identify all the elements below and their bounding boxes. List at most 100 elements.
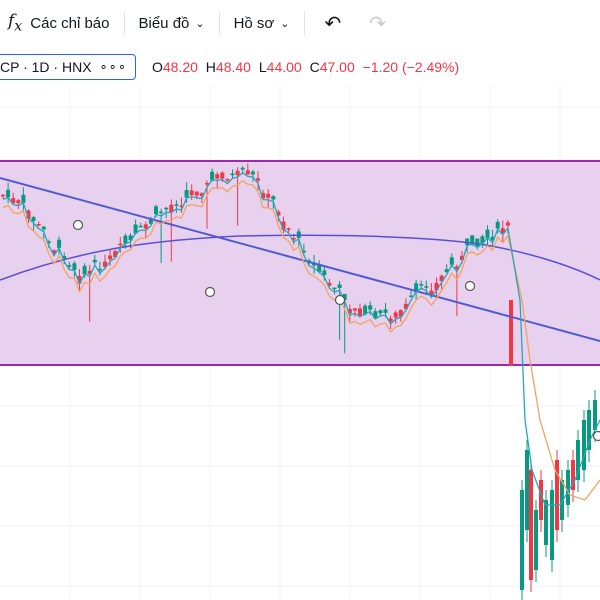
candle-body xyxy=(169,204,174,213)
redo-icon[interactable]: ↷ xyxy=(369,12,387,35)
signal-marker xyxy=(464,280,476,292)
candle-body xyxy=(245,170,250,175)
candle-body xyxy=(337,284,342,289)
candle-body xyxy=(67,265,72,267)
candle-body xyxy=(560,480,564,520)
candle-body xyxy=(82,265,87,275)
candle-body xyxy=(550,490,554,560)
candle-body xyxy=(332,287,337,290)
candle-body xyxy=(174,204,179,206)
low-label: L xyxy=(258,59,267,75)
candle-body xyxy=(128,235,133,241)
candle-body xyxy=(429,290,434,296)
undo-icon[interactable]: ↶ xyxy=(324,12,342,35)
candle-body xyxy=(582,420,586,470)
toolbar-divider xyxy=(123,11,125,35)
candle-body xyxy=(113,251,118,258)
candle-body xyxy=(240,167,245,170)
candle-body xyxy=(322,270,327,276)
candle-body xyxy=(525,450,529,530)
candle-body xyxy=(1,194,5,197)
candle-body xyxy=(414,283,419,293)
candle-body xyxy=(16,200,21,204)
candle-body xyxy=(77,275,82,284)
candle-body xyxy=(373,311,378,319)
candle-body xyxy=(118,243,123,246)
candle-body xyxy=(409,295,413,298)
candle-body xyxy=(281,221,286,230)
profile-menu-label: Hồ sơ xyxy=(233,14,275,32)
ma-fast-line xyxy=(2,171,600,506)
candle-body xyxy=(72,263,77,270)
open-label: O xyxy=(151,59,163,75)
candle-body xyxy=(230,173,235,176)
candle-body xyxy=(276,211,281,216)
candle-body xyxy=(509,300,513,366)
close-value: 47.00 xyxy=(319,59,355,75)
candle-body xyxy=(470,235,475,245)
candle-body xyxy=(555,460,559,530)
candle-body xyxy=(393,312,398,318)
candle-body xyxy=(286,228,291,230)
candle-body xyxy=(21,194,26,203)
candle-body xyxy=(291,238,296,240)
more-options-icon[interactable]: ∘∘∘ xyxy=(99,59,127,74)
candle-body xyxy=(347,308,352,314)
candle-body xyxy=(403,303,408,309)
candle-body xyxy=(593,400,597,430)
candle-body xyxy=(368,305,373,310)
candle-body xyxy=(215,174,220,179)
candle-body xyxy=(449,257,454,265)
candle-body xyxy=(256,178,260,181)
candle-body xyxy=(57,239,62,248)
candle-body xyxy=(108,255,113,260)
candle-body xyxy=(378,310,383,314)
candle-body xyxy=(179,205,184,208)
candle-body xyxy=(358,308,362,317)
indicators-button[interactable]: fx Các chỉ báo xyxy=(0,5,118,41)
candle-body xyxy=(154,206,158,215)
candle-body xyxy=(444,269,449,272)
profile-menu-button[interactable]: Hồ sơ ⌄ xyxy=(226,5,298,41)
candle-body xyxy=(41,226,46,230)
symbol-selector[interactable]: CP · 1D · HNX ∘∘∘ xyxy=(0,54,136,80)
toolbar-divider xyxy=(303,11,305,35)
candle-body xyxy=(434,282,439,291)
candle-body xyxy=(184,190,189,198)
candle-body xyxy=(199,193,204,197)
signal-marker xyxy=(72,219,84,231)
chart-menu-label: Biểu đồ xyxy=(138,14,190,32)
candle-body xyxy=(454,266,459,269)
candle-body xyxy=(46,241,51,243)
candle-body xyxy=(529,470,533,580)
candle-body xyxy=(103,261,107,267)
candle-body xyxy=(383,309,388,313)
high-label: H xyxy=(205,59,216,75)
candle-body xyxy=(534,510,538,570)
indicators-label: Các chỉ báo xyxy=(30,14,110,32)
close-label: C xyxy=(309,59,320,75)
candle-body xyxy=(505,222,510,226)
candle-body xyxy=(576,440,580,480)
candle-body xyxy=(439,275,444,282)
candle-body xyxy=(205,183,209,185)
ohlc-values: O48.20 H48.40 L44.00 C47.00 −1.20 (−2.49… xyxy=(152,59,463,75)
candle-body xyxy=(544,500,548,545)
symbol-label: CP · 1D · HNX xyxy=(0,59,92,75)
open-value: 48.20 xyxy=(162,59,198,75)
candle-body xyxy=(92,259,97,263)
chart-menu-button[interactable]: Biểu đồ ⌄ xyxy=(131,5,213,41)
candle-body xyxy=(500,228,505,234)
candle-body xyxy=(566,470,570,505)
candle-body xyxy=(225,179,230,181)
change-value: −1.20 (−2.49%) xyxy=(362,59,460,75)
ma-mid-line xyxy=(2,179,600,501)
candle-body xyxy=(342,293,347,300)
candle-body xyxy=(485,229,490,239)
candle-body xyxy=(87,270,92,275)
candle-body xyxy=(143,224,148,229)
candle-body xyxy=(250,171,255,175)
candle-body xyxy=(123,235,128,244)
candle-body xyxy=(148,219,153,224)
